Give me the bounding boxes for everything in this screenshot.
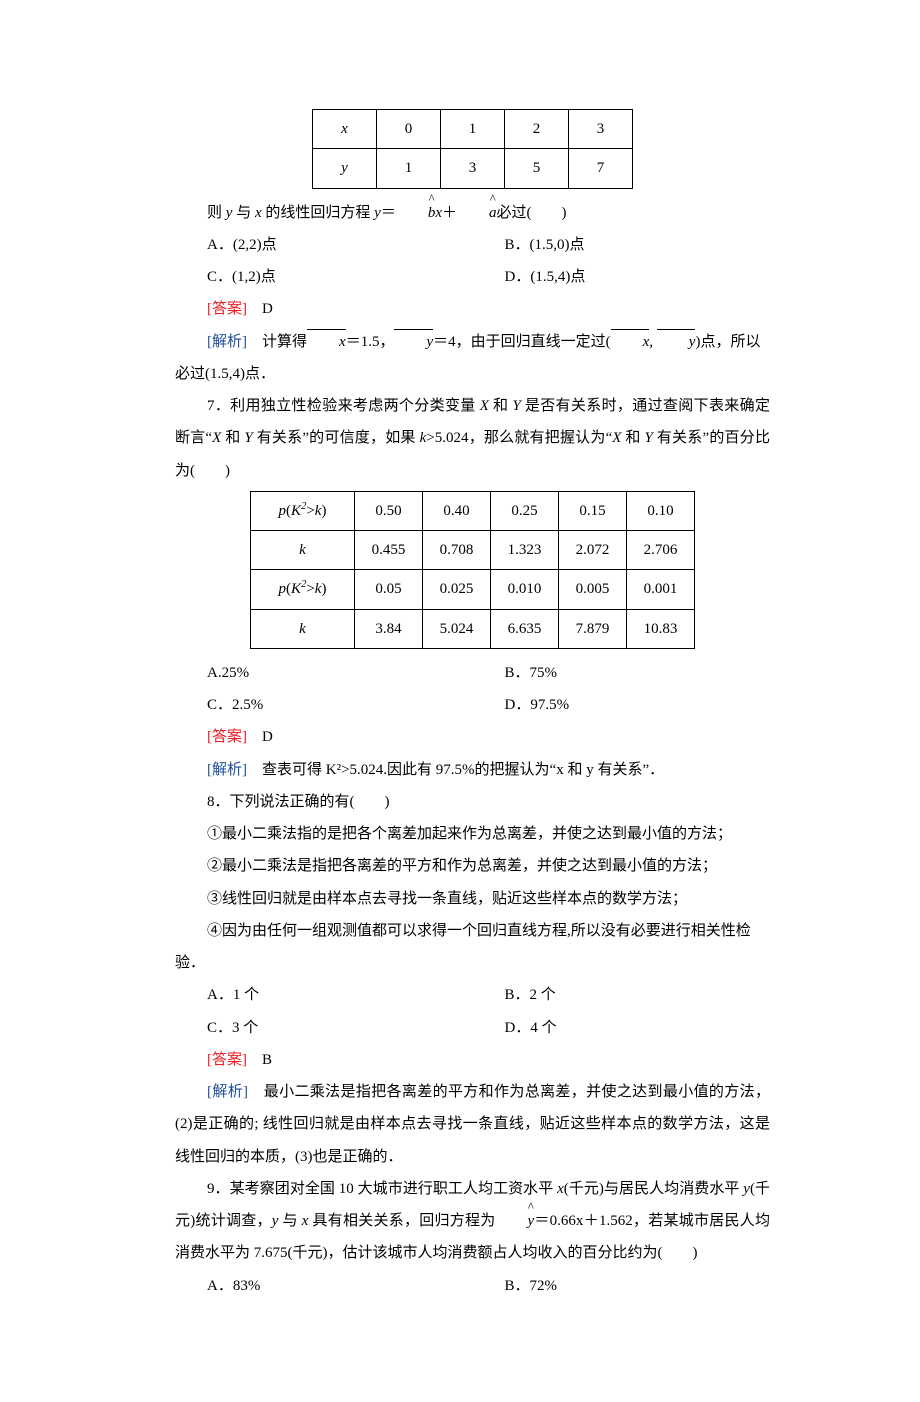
answer-label: [答案] bbox=[207, 1052, 247, 1068]
q6-answer: [答案] D bbox=[175, 293, 770, 325]
q7-opt-d: D．97.5% bbox=[473, 689, 771, 721]
table-row: k 3.845.0246.6357.87910.83 bbox=[251, 609, 695, 648]
q7-th-k2: k bbox=[251, 609, 355, 648]
q8-answer: [答案] B bbox=[175, 1044, 770, 1076]
table-row: x 0 1 2 3 bbox=[313, 110, 633, 149]
q9-opt-a: A．83% bbox=[175, 1270, 473, 1302]
q7-answer-value: D bbox=[262, 729, 273, 745]
q6-t-1-1: 1 bbox=[377, 149, 441, 188]
answer-label: [答案] bbox=[207, 729, 247, 745]
q8-answer-value: B bbox=[262, 1052, 272, 1068]
q7-opt-b: B．75% bbox=[473, 657, 771, 689]
q6-t-0-4: 3 bbox=[569, 110, 633, 149]
q8-s4: ④因为由任何一组观测值都可以求得一个回归直线方程,所以没有必要进行相关性检验． bbox=[175, 915, 770, 980]
q8-s2: ②最小二乘法是指把各离差的平方和作为总离差，并使之达到最小值的方法； bbox=[175, 850, 770, 882]
q7-explain: [解析] 查表可得 K²>5.024.因此有 97.5%的把握认为“x 和 y … bbox=[175, 754, 770, 786]
table-row: p(K2>k) 0.050.0250.0100.0050.001 bbox=[251, 570, 695, 609]
q6-answer-value: D bbox=[262, 301, 273, 317]
q9-options: A．83% B．72% bbox=[175, 1270, 770, 1302]
q7-th-p2: p(K2>k) bbox=[251, 570, 355, 609]
q7-opt-a: A.25% bbox=[175, 657, 473, 689]
q8-opt-c: C．3 个 bbox=[175, 1012, 473, 1044]
q6-options: A．(2,2)点 B．(1.5,0)点 C．(1,2)点 D．(1.5,4)点 bbox=[175, 229, 770, 294]
q9-opt-b: B．72% bbox=[473, 1270, 771, 1302]
q6-t-h-x: x bbox=[313, 110, 377, 149]
q6-t-0-2: 1 bbox=[441, 110, 505, 149]
q6-t-1-4: 7 bbox=[569, 149, 633, 188]
q9-prompt: 9．某考察团对全国 10 大城市进行职工人均工资水平 x(千元)与居民人均消费水… bbox=[175, 1173, 770, 1270]
explain-label: [解析] bbox=[207, 762, 247, 778]
q8-opt-d: D．4 个 bbox=[473, 1012, 771, 1044]
q8-s3: ③线性回归就是由样本点去寻找一条直线，贴近这些样本点的数学方法； bbox=[175, 883, 770, 915]
q8-s1: ①最小二乘法指的是把各个离差加起来作为总离差，并使之达到最小值的方法； bbox=[175, 818, 770, 850]
table-row: k 0.4550.7081.3232.0722.706 bbox=[251, 531, 695, 570]
table-row: y 1 3 5 7 bbox=[313, 149, 633, 188]
q6-t-1-3: 5 bbox=[505, 149, 569, 188]
explain-label: [解析] bbox=[207, 1084, 248, 1100]
q6-table: x 0 1 2 3 y 1 3 5 7 bbox=[312, 109, 633, 189]
q7-opt-c: C．2.5% bbox=[175, 689, 473, 721]
explain-label: [解析] bbox=[207, 334, 247, 350]
q6-opt-d: D．(1.5,4)点 bbox=[473, 261, 771, 293]
q8-prompt: 8．下列说法正确的有( ) bbox=[175, 786, 770, 818]
table-row: p(K2>k) 0.500.400.250.150.10 bbox=[251, 491, 695, 530]
page: x 0 1 2 3 y 1 3 5 7 则 y 与 x 的线性回归方程 y＝bx… bbox=[0, 0, 920, 1402]
q6-prompt: 则 y 与 x 的线性回归方程 y＝bx＋a必过( ) bbox=[175, 197, 770, 229]
q7-options: A.25% B．75% C．2.5% D．97.5% bbox=[175, 657, 770, 722]
q6-t-0-3: 2 bbox=[505, 110, 569, 149]
answer-label: [答案] bbox=[207, 301, 247, 317]
q6-opt-b: B．(1.5,0)点 bbox=[473, 229, 771, 261]
q6-opt-c: C．(1,2)点 bbox=[175, 261, 473, 293]
q6-t-1-2: 3 bbox=[441, 149, 505, 188]
q8-options: A．1 个 B．2 个 C．3 个 D．4 个 bbox=[175, 979, 770, 1044]
q7-answer: [答案] D bbox=[175, 721, 770, 753]
q8-explain: [解析] 最小二乘法是指把各离差的平方和作为总离差，并使之达到最小值的方法，(2… bbox=[175, 1076, 770, 1173]
q7-table: p(K2>k) 0.500.400.250.150.10 k 0.4550.70… bbox=[250, 491, 695, 649]
q8-opt-b: B．2 个 bbox=[473, 979, 771, 1011]
q7-prompt: 7．利用独立性检验来考虑两个分类变量 X 和 Y 是否有关系时，通过查阅下表来确… bbox=[175, 390, 770, 487]
q8-opt-a: A．1 个 bbox=[175, 979, 473, 1011]
q6-explain: [解析] 计算得x＝1.5，y＝4，由于回归直线一定过(x, y)点，所以必过(… bbox=[175, 326, 770, 391]
q7-th-k1: k bbox=[251, 531, 355, 570]
q6-t-h-y: y bbox=[313, 149, 377, 188]
q7-th-p1: p(K2>k) bbox=[251, 491, 355, 530]
q6-t-0-1: 0 bbox=[377, 110, 441, 149]
q6-opt-a: A．(2,2)点 bbox=[175, 229, 473, 261]
